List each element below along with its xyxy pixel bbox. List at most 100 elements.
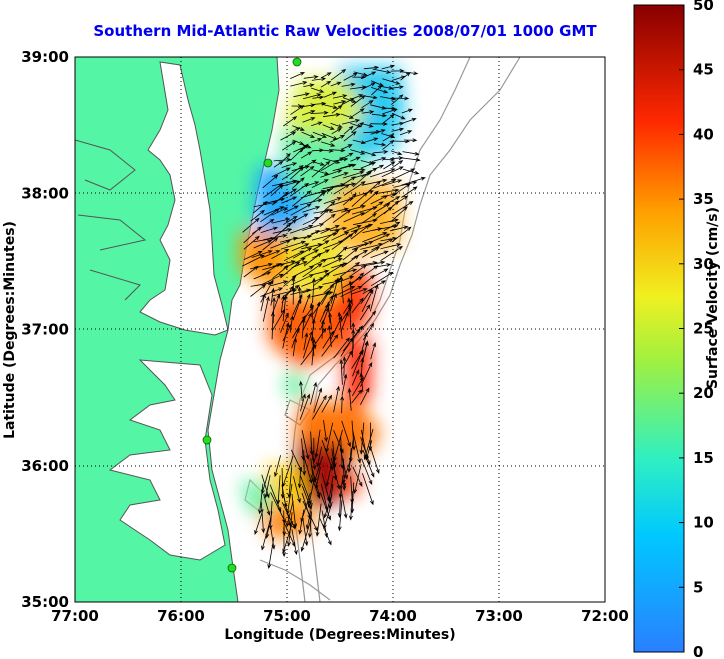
velocity-arrow — [361, 150, 377, 157]
pamlico-sound — [108, 359, 226, 561]
velocity-arrow — [283, 116, 298, 127]
velocity-arrow — [390, 206, 408, 223]
velocity-arrow — [300, 166, 315, 177]
velocity-arrow — [321, 148, 334, 153]
velocity-arrow — [273, 160, 284, 168]
velocity-arrow — [312, 95, 325, 100]
velocity-arrow — [347, 387, 352, 411]
velocity-arrow — [372, 68, 392, 74]
velocity-arrow — [323, 420, 328, 443]
velocity-arrow — [351, 297, 364, 314]
velocity-arrow — [267, 537, 275, 569]
velocity-arrow — [310, 138, 323, 143]
velocity-arrow — [312, 290, 330, 315]
velocity-arrow — [310, 110, 329, 115]
velocity-arrow — [350, 122, 365, 133]
velocity-arrow — [243, 250, 263, 260]
colorbar-tick-label: 15 — [693, 449, 714, 467]
velocity-arrow — [383, 221, 401, 231]
velocity-arrow — [392, 160, 404, 169]
y-tick-label: 37:00 — [21, 321, 69, 339]
velocity-arrow — [292, 315, 306, 339]
velocity-arrow — [312, 394, 327, 420]
velocity-arrow — [300, 285, 324, 294]
velocity-arrow — [381, 179, 403, 187]
velocity-arrow — [333, 246, 348, 260]
velocity-arrow — [401, 186, 418, 198]
velocity-arrow — [370, 250, 389, 258]
velocity-arrow — [362, 473, 374, 506]
velocity-arrow — [271, 207, 289, 216]
velocity-arrow — [253, 240, 273, 249]
station-marker — [227, 563, 237, 573]
velocity-arrow — [311, 77, 327, 81]
velocity-arrow — [323, 91, 338, 98]
velocity-arrow — [243, 226, 262, 244]
velocity-arrow — [260, 502, 266, 534]
colorbar-tick-label: 40 — [693, 125, 714, 143]
velocity-arrow — [400, 71, 411, 81]
velocity-arrow — [390, 183, 411, 198]
velocity-arrow — [349, 264, 368, 277]
velocity-arrow — [371, 84, 383, 96]
velocity-arrow — [308, 511, 312, 539]
velocity-arrow — [330, 457, 341, 490]
grid-lines — [75, 57, 605, 602]
velocity-arrow — [289, 182, 310, 197]
velocity-arrow — [343, 97, 357, 103]
velocity-arrow — [341, 98, 355, 106]
velocity-arrow — [291, 177, 305, 189]
velocity-arrow — [260, 226, 279, 233]
velocity-arrow — [321, 283, 334, 305]
velocity-arrow — [333, 184, 350, 195]
velocity-arrow — [361, 246, 380, 258]
velocity-arrow — [242, 217, 260, 233]
velocity-arrow — [283, 284, 300, 297]
velocity-arrow — [250, 284, 267, 297]
velocity-arrow — [281, 140, 297, 151]
velocity-arrow — [382, 133, 395, 142]
velocity-arrow — [321, 103, 338, 109]
velocity-arrow — [301, 131, 316, 138]
velocity-arrow — [320, 225, 340, 234]
velocity-arrow — [363, 65, 380, 70]
colorbar-tick-label: 5 — [693, 578, 703, 596]
velocity-arrow — [342, 193, 357, 206]
velocity-arrow — [362, 322, 375, 341]
colorbar-tick-label: 45 — [693, 61, 714, 79]
velocity-arrow — [282, 294, 288, 322]
x-tick-label: 73:00 — [475, 607, 523, 625]
velocity-arrow — [370, 87, 389, 94]
y-tick-label: 35:00 — [21, 593, 69, 611]
velocity-arrow — [361, 213, 377, 224]
velocity-arrow — [333, 385, 340, 413]
velocity-arrow — [272, 222, 292, 240]
velocity-arrow — [332, 94, 348, 99]
velocity-arrow — [362, 201, 384, 216]
velocity-arrow — [252, 200, 268, 214]
velocity-arrow — [291, 274, 314, 286]
velocity-arrow — [310, 191, 327, 204]
velocity-arrow — [281, 196, 298, 204]
velocity-arrow — [302, 519, 309, 547]
velocity-arrow — [361, 288, 374, 313]
velocity-arrow — [381, 113, 395, 125]
velocity-arrow — [382, 108, 398, 115]
velocity-arrow — [271, 249, 290, 259]
velocity-arrow — [341, 373, 348, 396]
velocity-arrow — [302, 449, 307, 476]
velocity-arrow — [321, 213, 336, 225]
velocity-arrow — [281, 502, 296, 530]
colorbar-ticks: 0 5 10 15 20 25 30 35 40 45 50 — [679, 0, 714, 659]
velocity-arrow — [333, 157, 349, 162]
velocity-arrow — [271, 191, 290, 206]
velocity-arrow — [342, 247, 359, 261]
velocity-arrow — [282, 215, 298, 226]
x-tick-label: 76:00 — [157, 607, 205, 625]
velocity-arrow — [342, 152, 354, 159]
velocity-arrow — [331, 233, 354, 250]
velocity-arrow — [307, 482, 314, 508]
velocity-arrow — [369, 168, 396, 178]
velocity-arrow — [329, 135, 346, 143]
velocity-arrow — [361, 274, 376, 287]
